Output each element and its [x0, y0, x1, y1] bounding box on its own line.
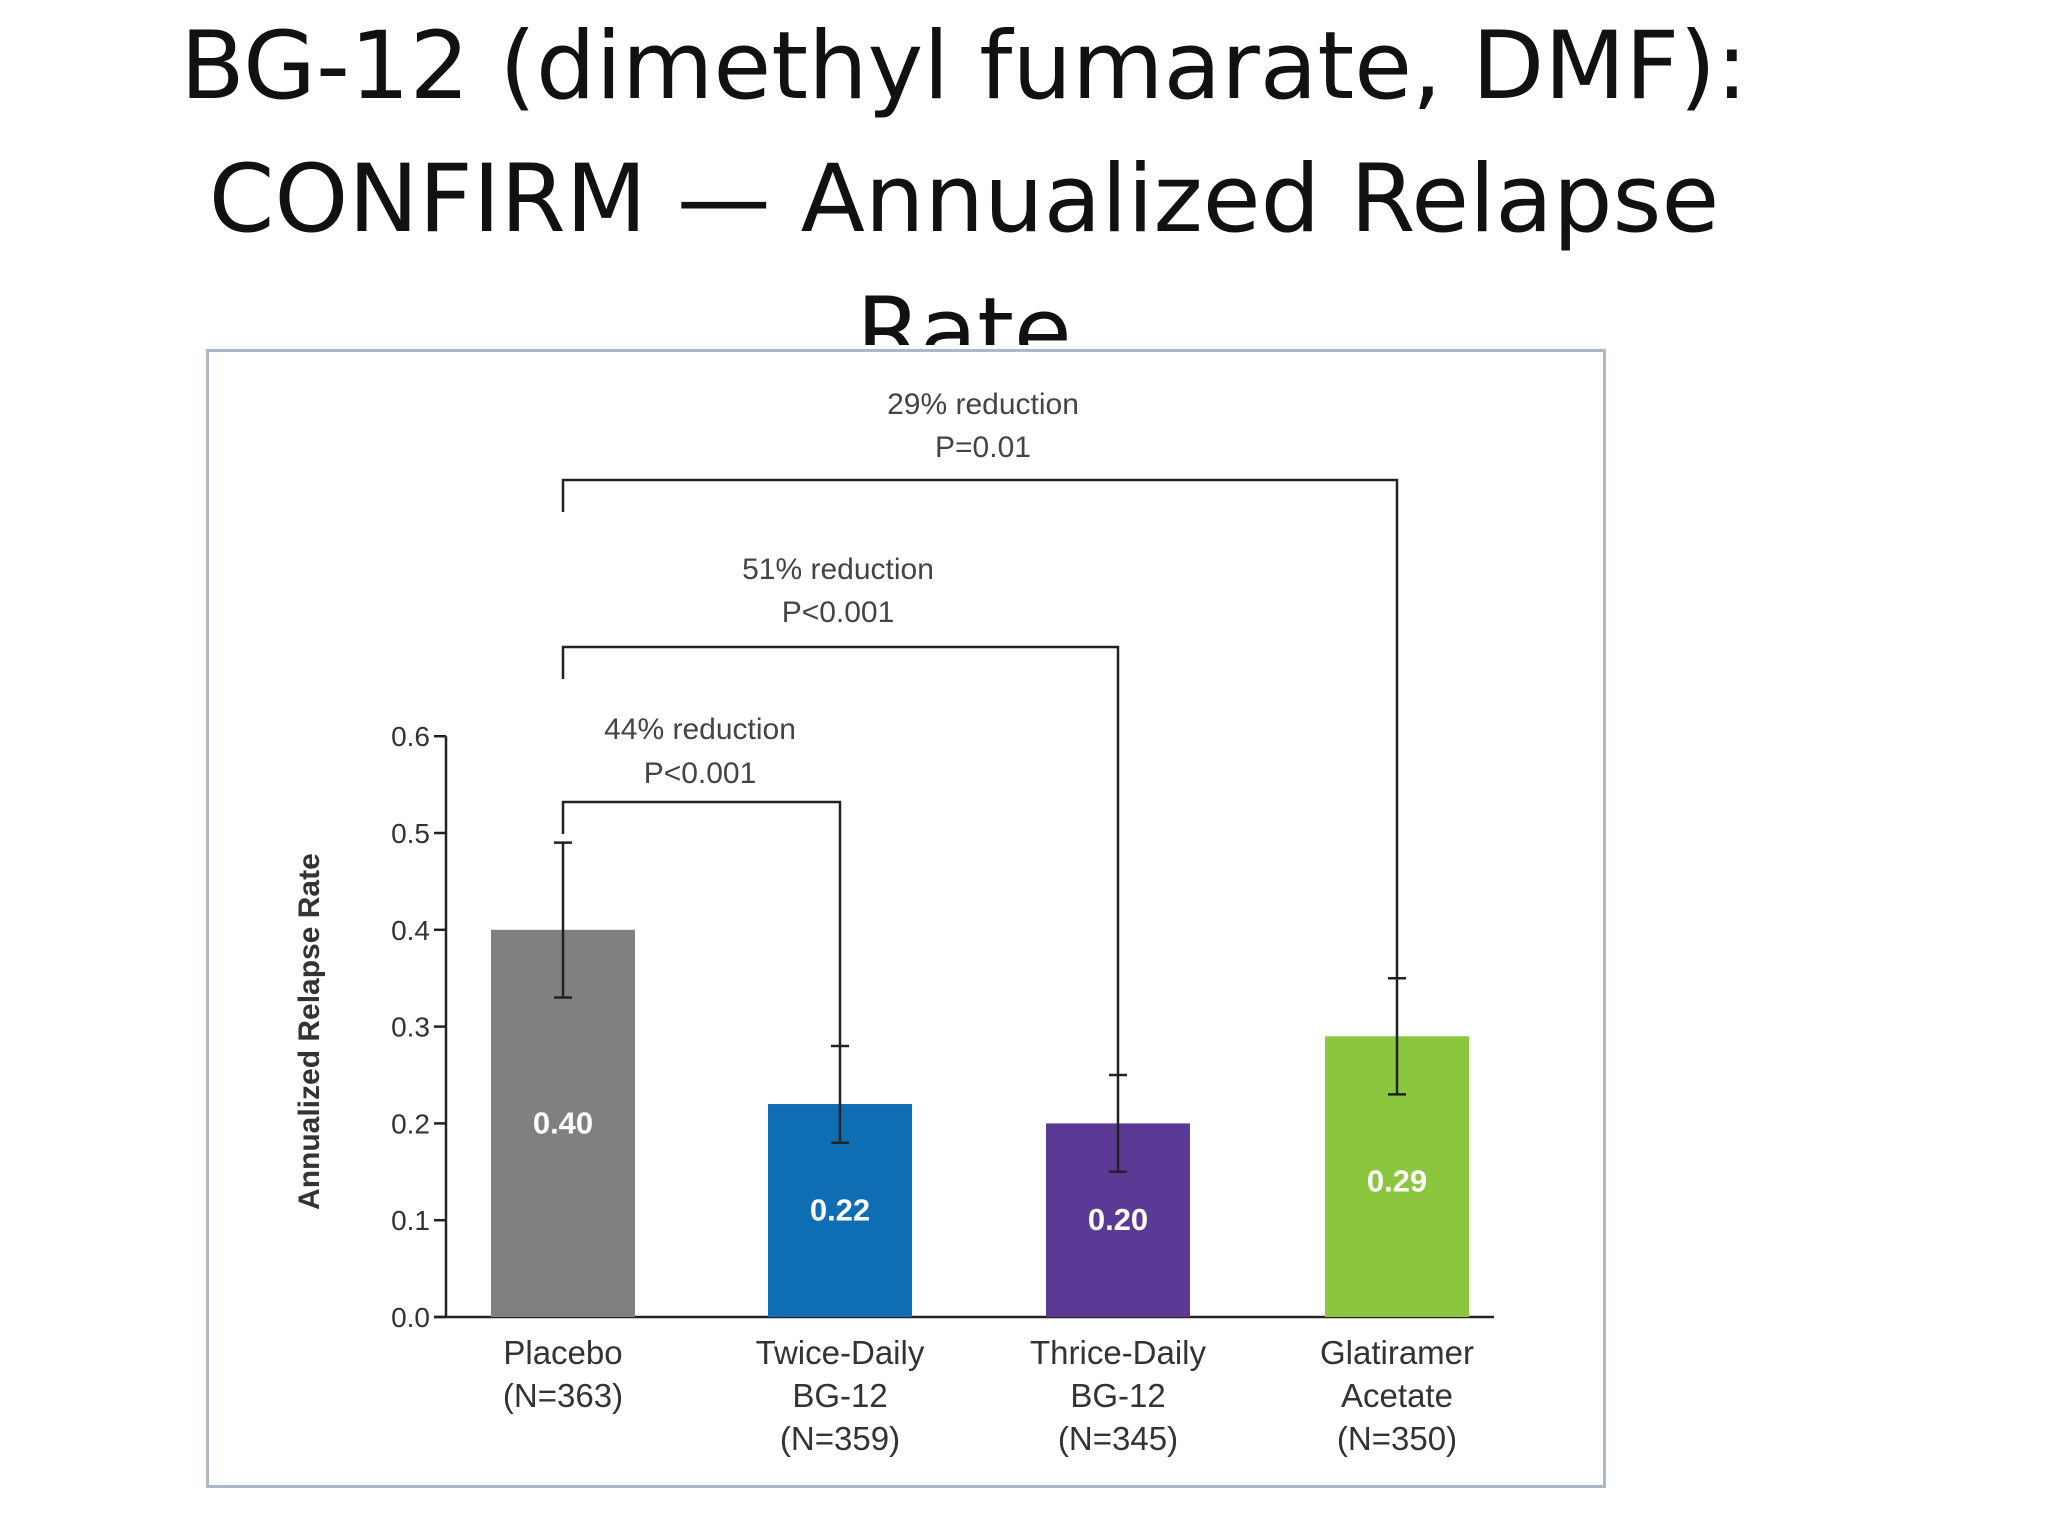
comparison-annotation: P<0.001: [782, 596, 895, 629]
comparison-bracket: [561, 645, 1120, 1075]
comparison-annotation: 29% reduction: [887, 388, 1079, 421]
y-tick-label: 0.4: [391, 915, 430, 946]
comparison-bracket: [561, 478, 1399, 979]
slide-title: BG-12 (dimethyl fumarate, DMF): CONFIRM …: [0, 0, 1928, 345]
chart-comparison-brackets: 44% reduction P<0.001 51% reduction P<0.001…: [561, 388, 1399, 1075]
category-label: (N=363): [503, 1377, 623, 1414]
comparison-annotation: P<0.001: [644, 757, 757, 790]
slide-title-line-1: BG-12 (dimethyl fumarate, DMF):: [180, 12, 1748, 121]
y-tick-label: 0.6: [391, 721, 430, 752]
bar-value-label: 0.20: [1088, 1202, 1148, 1237]
bar-value-label: 0.40: [533, 1105, 593, 1140]
category-label: Placebo: [503, 1334, 622, 1371]
slide-title-line-3: Rate: [856, 278, 1072, 345]
slide-title-line-2: CONFIRM — Annualized Relapse: [208, 145, 1720, 254]
y-tick-label: 0.2: [391, 1108, 430, 1139]
y-axis-title: Annualized Relapse Rate: [293, 853, 326, 1210]
category-label: (N=345): [1058, 1420, 1178, 1457]
chart-bars: [491, 929, 1469, 1317]
y-tick-label: 0.0: [391, 1302, 430, 1333]
y-tick-label: 0.3: [391, 1012, 430, 1043]
bar-value-label: 0.22: [810, 1193, 870, 1228]
comparison-bracket: [561, 800, 842, 1046]
category-label: BG-12: [792, 1377, 887, 1414]
y-tick-label: 0.5: [391, 818, 430, 849]
category-label: (N=350): [1337, 1420, 1457, 1457]
category-label: BG-12: [1070, 1377, 1165, 1414]
category-label: Twice-Daily: [756, 1334, 925, 1371]
comparison-annotation: P=0.01: [935, 431, 1031, 464]
chart-error-bars: [554, 841, 1406, 1174]
bar-value-label: 0.29: [1367, 1163, 1427, 1198]
comparison-annotation: 51% reduction: [742, 553, 934, 586]
relapse-rate-bar-chart: 0.0 0.1 0.2 0.3 0.4 0.5 0.6 Annualized Relapse …: [293, 388, 1494, 1457]
category-label: Acetate: [1341, 1377, 1453, 1414]
y-tick-label: 0.1: [391, 1205, 430, 1236]
chart-labels: 0.40 0.22 0.20 0.29 Placebo (N=363) Twice-Dail…: [503, 1105, 1474, 1457]
category-label: Thrice-Daily: [1030, 1334, 1207, 1371]
comparison-annotation: 44% reduction: [604, 713, 796, 746]
category-label: Glatiramer: [1320, 1334, 1474, 1371]
category-label: (N=359): [780, 1420, 900, 1457]
